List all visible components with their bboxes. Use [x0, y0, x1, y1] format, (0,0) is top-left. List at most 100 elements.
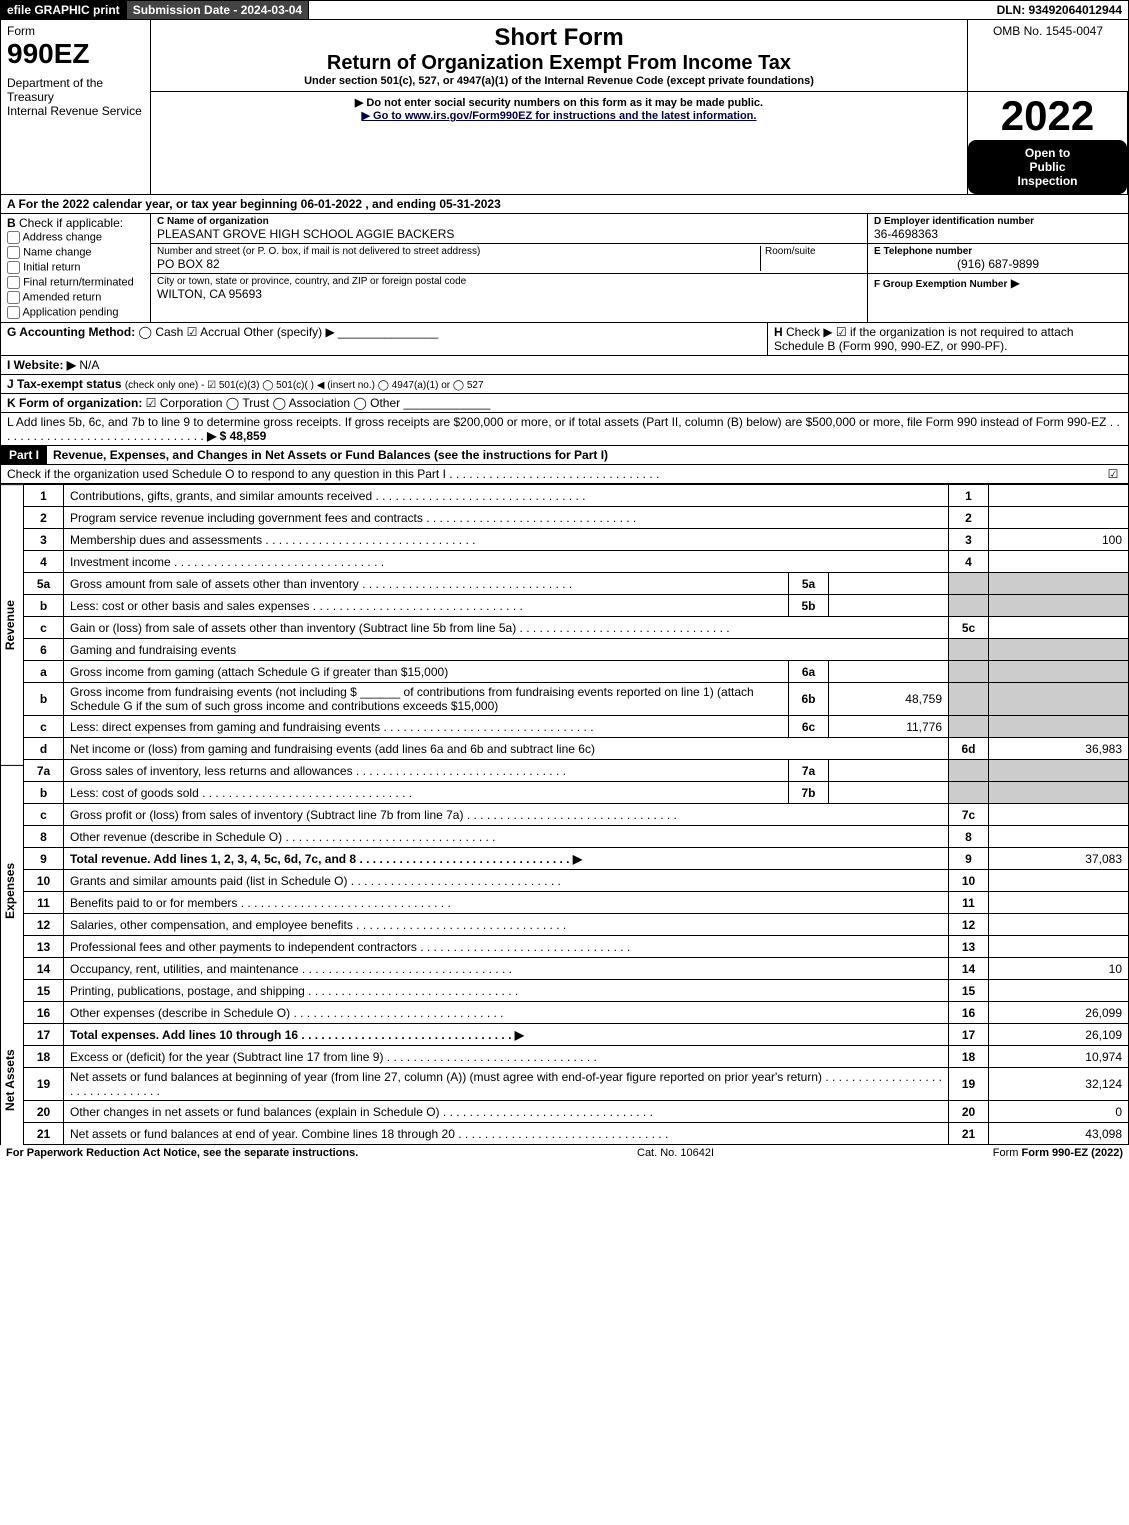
chk-final[interactable]: Final return/terminated — [7, 275, 144, 290]
form-number: 990EZ — [7, 38, 144, 70]
netassets-label: Net Assets — [1, 1016, 23, 1145]
section-j: J Tax-exempt status (check only one) - ☑… — [0, 375, 1129, 394]
part1-badge: Part I — [1, 446, 47, 464]
line-7b: bLess: cost of goods sold7b — [24, 782, 1129, 804]
section-a: A For the 2022 calendar year, or tax yea… — [0, 195, 1129, 214]
line-17: 17Total expenses. Add lines 10 through 1… — [24, 1024, 1129, 1046]
l-text: L Add lines 5b, 6c, and 7b to line 9 to … — [7, 415, 1106, 429]
line-18: 18Excess or (deficit) for the year (Subt… — [24, 1046, 1129, 1068]
irs-label: Internal Revenue Service — [7, 104, 144, 118]
line-7a: 7aGross sales of inventory, less returns… — [24, 760, 1129, 782]
line-5c: cGain or (loss) from sale of assets othe… — [24, 617, 1129, 639]
lines-container: Revenue Expenses Net Assets 1Contributio… — [0, 484, 1129, 1145]
d-label: D Employer identification number — [874, 216, 1122, 227]
line-5b: bLess: cost or other basis and sales exp… — [24, 595, 1129, 617]
b-text: Check if applicable: — [19, 216, 123, 230]
section-g: G Accounting Method: ◯ Cash ☑ Accrual Ot… — [1, 323, 768, 355]
line-21: 21Net assets or fund balances at end of … — [24, 1123, 1129, 1145]
website-value: N/A — [79, 358, 99, 372]
street-label: Number and street (or P. O. box, if mail… — [157, 246, 760, 257]
ein-value: 36-4698363 — [874, 227, 1122, 241]
top-spacer — [309, 1, 990, 19]
phone-value: (916) 687-9899 — [874, 257, 1122, 271]
other-opt[interactable]: Other (specify) ▶ _______________ — [243, 325, 438, 339]
section-k: K Form of organization: ☑ Corporation ◯ … — [0, 394, 1129, 413]
form-box: Form 990EZ Department of the Treasury In… — [1, 20, 151, 195]
expenses-label: Expenses — [1, 765, 23, 1016]
efile-label: efile GRAPHIC print — [1, 1, 127, 19]
section-h: H Check ▶ ☑ if the organization is not r… — [768, 323, 1128, 355]
j-text: (check only one) - ☑ 501(c)(3) ◯ 501(c)(… — [125, 380, 484, 391]
f-arrow: ▶ — [1011, 276, 1020, 290]
chk-amended[interactable]: Amended return — [7, 290, 144, 305]
part1-header-row: Part I Revenue, Expenses, and Changes in… — [0, 446, 1129, 465]
line-6b: bGross income from fundraising events (n… — [24, 683, 1129, 716]
city-value: WILTON, CA 95693 — [157, 287, 861, 301]
section-a-text: A For the 2022 calendar year, or tax yea… — [1, 195, 1128, 213]
line-9: 9Total revenue. Add lines 1, 2, 3, 4, 5c… — [24, 848, 1129, 870]
lines-table: 1Contributions, gifts, grants, and simil… — [23, 484, 1129, 1145]
part1-checktext: Check if the organization used Schedule … — [7, 467, 446, 481]
return-title: Return of Organization Exempt From Incom… — [157, 52, 961, 75]
footer-left: For Paperwork Reduction Act Notice, see … — [6, 1147, 358, 1159]
line-6: 6Gaming and fundraising events — [24, 639, 1129, 661]
part1-checkbox[interactable]: ☑ — [1098, 465, 1128, 483]
title-box: Short Form Return of Organization Exempt… — [151, 20, 968, 92]
line-3: 3Membership dues and assessments3100 — [24, 529, 1129, 551]
submission-date: Submission Date - 2024-03-04 — [127, 1, 309, 19]
line-11: 11Benefits paid to or for members11 — [24, 892, 1129, 914]
f-label: F Group Exemption Number — [874, 279, 1007, 290]
footer: For Paperwork Reduction Act Notice, see … — [0, 1145, 1129, 1161]
line-8: 8Other revenue (describe in Schedule O)8 — [24, 826, 1129, 848]
open-public-badge: Open to Public Inspection — [968, 140, 1127, 194]
section-b: B Check if applicable: Address change Na… — [1, 214, 151, 322]
sections-gh: G Accounting Method: ◯ Cash ☑ Accrual Ot… — [0, 323, 1129, 356]
revenue-label: Revenue — [1, 484, 23, 765]
top-bar: efile GRAPHIC print Submission Date - 20… — [0, 0, 1129, 20]
tax-year: 2022 — [968, 92, 1127, 140]
cash-opt[interactable]: ◯ Cash — [139, 325, 184, 339]
chk-address[interactable]: Address change — [7, 230, 144, 245]
i-label: I Website: ▶ — [7, 358, 76, 372]
side-labels: Revenue Expenses Net Assets — [1, 484, 23, 1145]
no-ssn: ▶ Do not enter social security numbers o… — [157, 96, 961, 109]
line-15: 15Printing, publications, postage, and s… — [24, 980, 1129, 1002]
e-label: E Telephone number — [874, 246, 1122, 257]
chk-initial[interactable]: Initial return — [7, 260, 144, 275]
section-l: L Add lines 5b, 6c, and 7b to line 9 to … — [0, 413, 1129, 446]
instructions-box: ▶ Do not enter social security numbers o… — [151, 92, 968, 195]
form-word: Form — [7, 24, 144, 38]
sections-bcdef: B Check if applicable: Address change Na… — [0, 214, 1129, 323]
line-16: 16Other expenses (describe in Schedule O… — [24, 1002, 1129, 1024]
line-6a: aGross income from gaming (attach Schedu… — [24, 661, 1129, 683]
chk-pending[interactable]: Application pending — [7, 305, 144, 320]
line-12: 12Salaries, other compensation, and empl… — [24, 914, 1129, 936]
dln-label: DLN: 93492064012944 — [991, 1, 1128, 19]
line-4: 4Investment income4 — [24, 551, 1129, 573]
goto-link[interactable]: ▶ Go to www.irs.gov/Form990EZ for instru… — [157, 109, 961, 122]
line-10: 10Grants and similar amounts paid (list … — [24, 870, 1129, 892]
street-value: PO BOX 82 — [157, 257, 760, 271]
b-letter: B — [7, 216, 16, 230]
section-def: D Employer identification number 36-4698… — [868, 214, 1128, 322]
k-text: ☑ Corporation ◯ Trust ◯ Association ◯ Ot… — [146, 396, 400, 410]
section-i: I Website: ▶ N/A — [0, 356, 1129, 375]
line-7c: cGross profit or (loss) from sales of in… — [24, 804, 1129, 826]
l-amount: ▶ $ 48,859 — [207, 429, 266, 443]
omb-label: OMB No. 1545-0047 — [974, 24, 1122, 38]
room-label: Room/suite — [765, 246, 861, 257]
footer-mid: Cat. No. 10642I — [637, 1147, 714, 1159]
c-label: C Name of organization — [157, 216, 861, 227]
line-6d: dNet income or (loss) from gaming and fu… — [24, 738, 1129, 760]
omb-box: OMB No. 1545-0047 — [968, 20, 1128, 92]
org-name: PLEASANT GROVE HIGH SCHOOL AGGIE BACKERS — [157, 227, 861, 241]
part1-check-row: Check if the organization used Schedule … — [0, 465, 1129, 484]
accrual-opt[interactable]: ☑ Accrual — [187, 325, 240, 339]
j-label: J Tax-exempt status — [7, 377, 122, 391]
line-5a: 5aGross amount from sale of assets other… — [24, 573, 1129, 595]
short-form-title: Short Form — [157, 24, 961, 52]
year-open-box: 2022 Open to Public Inspection — [968, 92, 1128, 195]
line-2: 2Program service revenue including gover… — [24, 507, 1129, 529]
line-14: 14Occupancy, rent, utilities, and mainte… — [24, 958, 1129, 980]
chk-name[interactable]: Name change — [7, 245, 144, 260]
